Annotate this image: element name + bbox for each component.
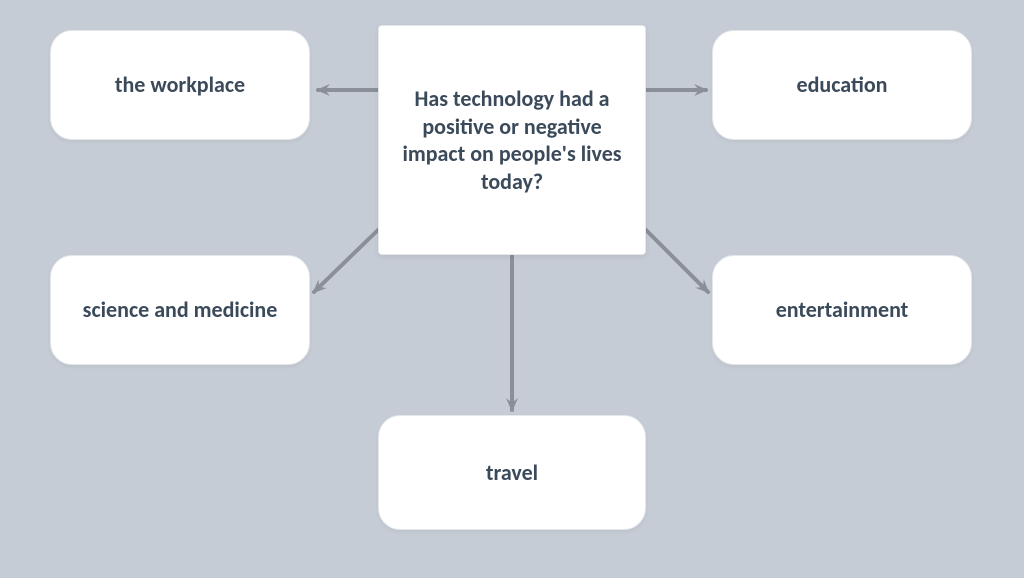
central-question-text: Has technology had a positive or negativ…	[399, 85, 625, 195]
leaf-label: the workplace	[115, 71, 245, 99]
leaf-label: travel	[486, 459, 538, 487]
leaf-node-entertainment: entertainment	[712, 255, 972, 365]
leaf-node-science: science and medicine	[50, 255, 310, 365]
leaf-label: entertainment	[776, 296, 909, 324]
arrow-to-science	[314, 230, 378, 292]
leaf-label: education	[797, 71, 888, 99]
leaf-node-workplace: the workplace	[50, 30, 310, 140]
arrow-to-entertainment	[646, 230, 708, 292]
central-question-node: Has technology had a positive or negativ…	[378, 25, 646, 255]
diagram-canvas: Has technology had a positive or negativ…	[0, 0, 1024, 578]
leaf-label: science and medicine	[83, 296, 278, 324]
leaf-node-education: education	[712, 30, 972, 140]
leaf-node-travel: travel	[378, 415, 646, 530]
